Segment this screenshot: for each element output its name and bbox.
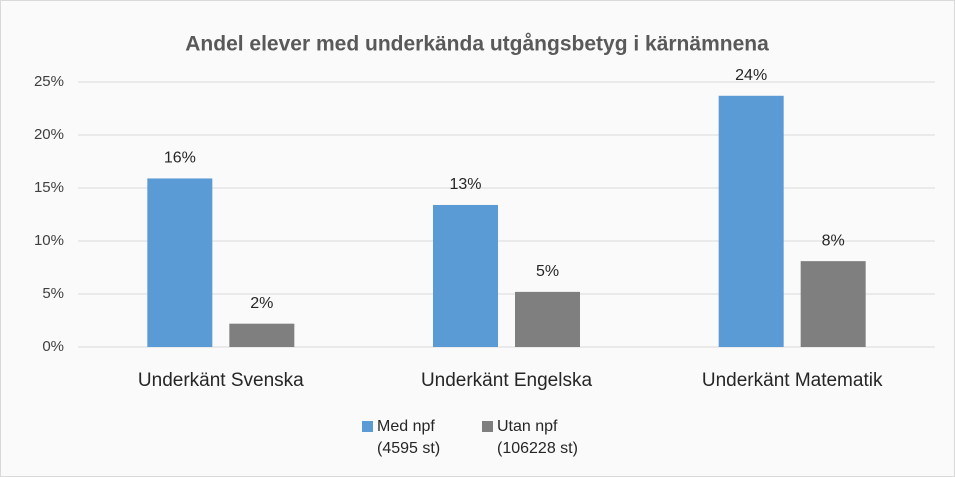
- x-tick-label: Underkänt Engelska: [421, 370, 593, 391]
- bar: [515, 291, 580, 347]
- legend-swatch: [482, 421, 493, 432]
- y-tick-label: 20%: [34, 126, 64, 143]
- bar: [147, 178, 213, 347]
- legend-label: Utan npf (106228 st): [497, 418, 578, 457]
- bar: [800, 261, 866, 347]
- value-label: 16%: [164, 150, 196, 167]
- value-label: 8%: [822, 232, 845, 249]
- y-tick-label: 0%: [42, 338, 64, 355]
- value-label: 2%: [250, 295, 273, 312]
- y-tick-label: 5%: [42, 285, 64, 302]
- legend-item: Med npf (4595 st): [362, 416, 457, 460]
- x-tick-label: Underkänt Matematik: [702, 370, 883, 391]
- bar: [229, 323, 295, 347]
- y-tick-label: 25%: [34, 73, 64, 90]
- legend-swatch: [362, 421, 373, 432]
- legend-label: Med npf (4595 st): [377, 418, 441, 457]
- y-tick-label: 10%: [34, 232, 64, 249]
- chart-title: Andel elever med underkända utgångsbetyg…: [185, 33, 769, 56]
- value-label: 13%: [449, 176, 481, 193]
- y-tick-label: 15%: [34, 179, 64, 196]
- bar: [433, 204, 498, 347]
- value-label: 5%: [536, 263, 559, 280]
- legend-item: Utan npf (106228 st): [482, 416, 607, 460]
- x-tick-label: Underkänt Svenska: [138, 370, 304, 391]
- bar: [718, 95, 784, 347]
- value-label: 24%: [735, 67, 767, 84]
